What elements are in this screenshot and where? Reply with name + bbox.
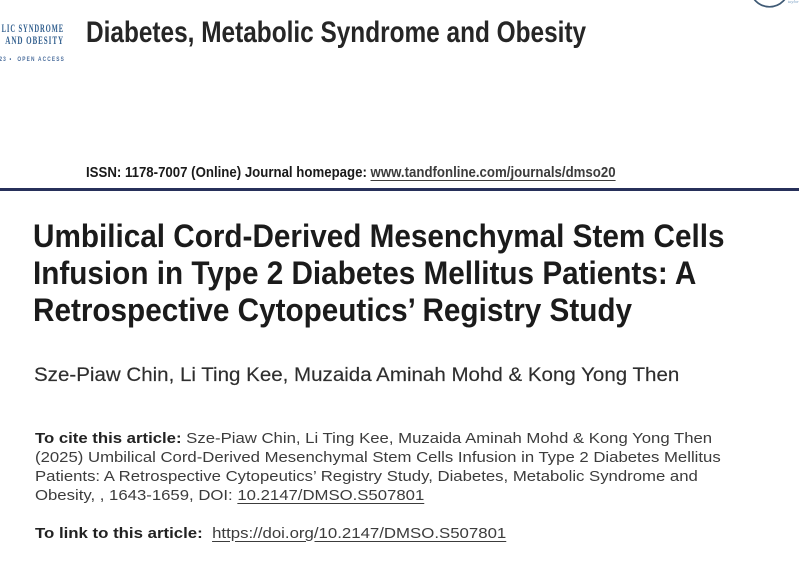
svg-text:taylor&f: taylor&f — [788, 0, 799, 4]
